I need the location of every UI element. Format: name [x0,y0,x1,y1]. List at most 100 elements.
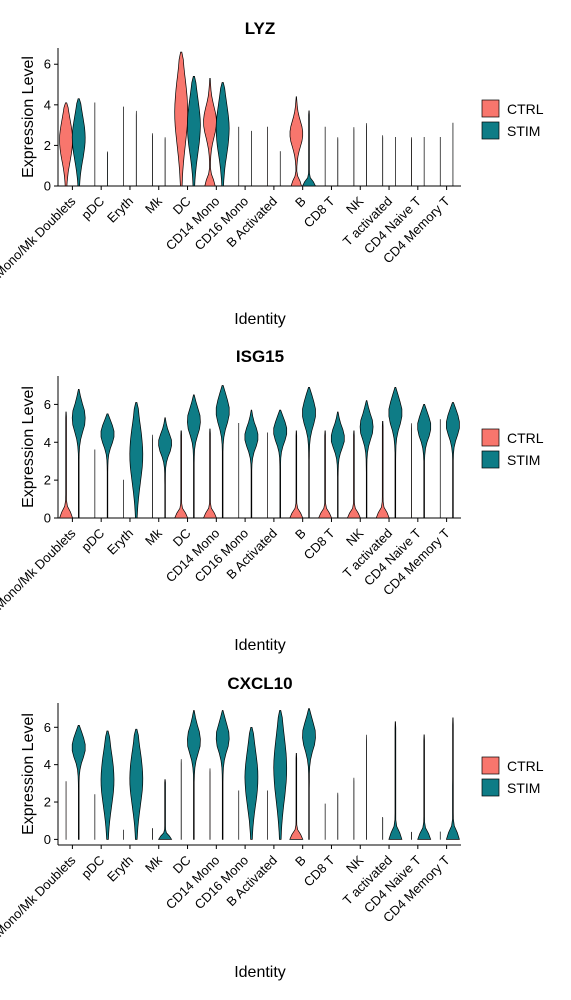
violin-panel: CXCL10 Expression Level 0 2 4 6 Mono/Mk Double… [0,674,544,981]
violin-stim [302,708,316,840]
violin-stim [157,779,173,840]
x-tick-label: Mk [142,193,165,216]
legend-swatch-ctrl [481,756,500,775]
violin-ctrl [202,428,218,519]
x-tick-label: Eryth [104,194,136,226]
violin-stim [446,402,460,519]
violin-stim [215,385,230,519]
violin-stim [100,730,115,840]
legend-swatch-stim [481,778,500,797]
legend-swatch-stim [481,450,500,469]
violin-ctrl [318,430,333,519]
violin-ctrl [174,430,189,519]
violin-stim [417,734,432,840]
violin-panel: ISG15 Expression Level 0 2 4 6 Mono/Mk Doublet… [0,347,544,654]
y-axis-label: Expression Level [20,56,37,178]
y-tick-label: 4 [44,435,51,450]
violin-stim [388,387,403,519]
violin-stim [302,387,316,519]
x-tick-label: Mono/Mk Doublets [0,193,79,281]
y-tick-label: 6 [44,720,51,735]
violin-stim [129,402,144,519]
x-tick-label: CD8 T [301,525,338,562]
legend-label: STIM [507,452,540,468]
x-tick-label: pDC [78,194,107,223]
y-tick-label: 0 [44,832,51,847]
violin-stim [158,417,172,519]
y-tick-label: 6 [44,57,51,72]
violin-stim [359,400,374,519]
violin-stim [100,413,115,519]
violin-stim [273,409,288,519]
violin-stim [71,388,86,519]
y-tick-label: 0 [44,179,51,194]
violin-ctrl [346,430,361,519]
violin-stim [187,76,201,187]
violin-stim [273,710,288,840]
x-tick-label: Mono/Mk Doublets [0,525,79,613]
x-tick-label: DC [170,853,194,877]
x-tick-label: CD8 T [301,852,338,889]
x-tick-label: Mono/Mk Doublets [0,852,79,940]
y-tick-label: 2 [44,473,51,488]
violin-stim [129,728,144,840]
x-tick-label: pDC [78,526,107,555]
violin-stim [71,98,86,187]
violin-ctrl [203,78,217,187]
x-tick-label: B [292,526,309,543]
violin-ctrl [289,753,304,840]
legend-label: CTRL [507,430,544,446]
x-tick-label: Eryth [104,853,136,885]
x-axis-label: Identity [234,637,286,654]
violin-stim [187,710,201,840]
violin-ctrl [375,421,390,519]
x-tick-label: Mk [142,852,165,875]
y-tick-label: 6 [44,397,51,412]
x-tick-label: CD8 T [301,193,338,230]
x-tick-label: B [292,853,309,870]
violin-stim [417,404,432,519]
y-tick-label: 4 [44,97,51,112]
x-tick-label: pDC [78,853,107,882]
legend-swatch-ctrl [481,428,500,447]
x-axis-label: Identity [234,964,286,981]
x-tick-label: NK [343,525,367,549]
violin-ctrl [289,96,304,187]
violin-ctrl [289,430,304,519]
violin-stim [388,721,403,840]
violin-ctrl [59,411,74,519]
x-tick-label: Eryth [104,526,136,558]
x-axis-label: Identity [234,311,286,328]
legend-swatch-ctrl [481,99,500,118]
x-tick-label: Mk [142,525,165,548]
chart-title: LYZ [245,19,276,38]
y-tick-label: 4 [44,757,51,772]
violin-stim [445,717,460,840]
y-axis-label: Expression Level [20,713,37,835]
x-tick-label: NK [343,852,367,876]
legend-label: CTRL [507,101,544,117]
violin-stim [71,725,86,840]
x-tick-label: DC [170,194,194,218]
y-tick-label: 2 [44,138,51,153]
x-tick-label: DC [170,526,194,550]
y-tick-label: 2 [44,795,51,810]
legend-swatch-stim [481,121,500,140]
violin-ctrl [59,102,73,187]
violin-stim [244,409,259,519]
violin-ctrl [174,51,189,187]
violin-stim [215,82,230,187]
chart-title: CXCL10 [227,674,292,693]
legend-label: STIM [507,780,540,796]
violin-stim [301,110,317,187]
legend-label: STIM [507,123,540,139]
violin-stim [330,411,345,519]
x-tick-label: NK [343,193,367,217]
violin-stim [187,394,201,519]
legend-label: CTRL [507,758,544,774]
x-tick-label: B [292,194,309,211]
y-axis-label: Expression Level [20,386,37,508]
violin-stim [244,726,259,840]
violin-stim [215,710,230,840]
